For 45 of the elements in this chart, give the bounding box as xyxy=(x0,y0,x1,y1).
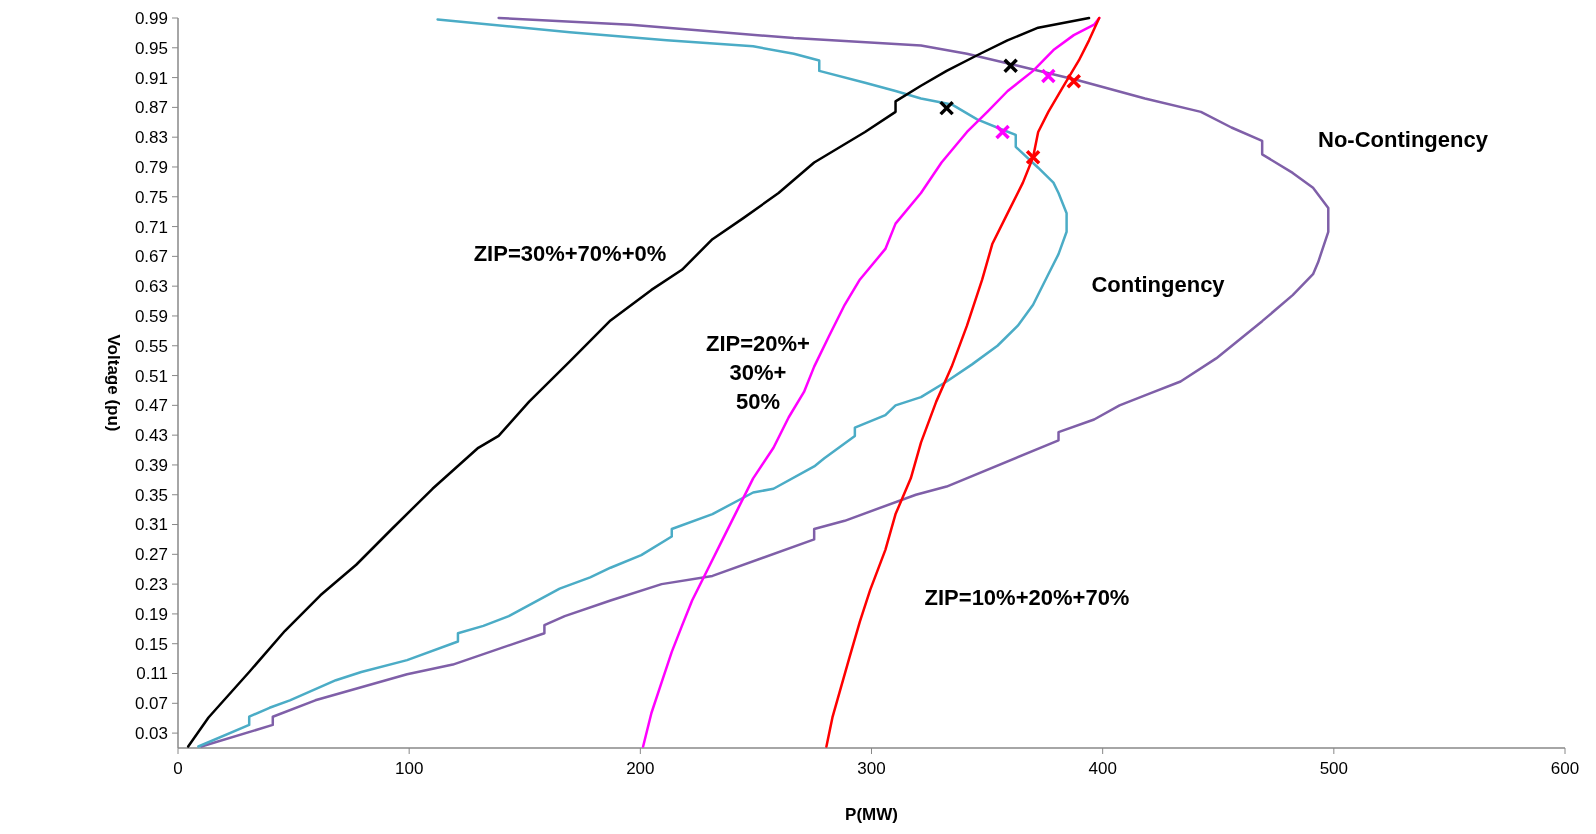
y-tick-label: 0.51 xyxy=(134,366,168,386)
series-label: No-Contingency xyxy=(1318,126,1489,152)
point xyxy=(1025,149,1041,166)
series-label: ZIP=30%+70%+0% xyxy=(473,240,667,266)
y-tick-label: 0.35 xyxy=(134,485,168,505)
x-tick-label: 300 xyxy=(857,759,886,778)
y-tick-label: 0.99 xyxy=(134,8,168,28)
y-tick-label: 0.27 xyxy=(134,545,168,565)
x-tick-label: 200 xyxy=(626,759,655,778)
point xyxy=(994,124,1011,140)
y-tick-label: 0.15 xyxy=(134,634,168,654)
series-label: ZIP=20%+ 30%+ 50% xyxy=(706,330,810,414)
y-tick-label: 0.95 xyxy=(134,38,168,58)
y-tick-label: 0.91 xyxy=(134,68,168,88)
x-tick-label: 500 xyxy=(1319,759,1349,778)
y-tick-label: 0.79 xyxy=(134,157,168,177)
y-axis-title: Voltage (pu) xyxy=(104,334,123,432)
y-tick-label: 0.55 xyxy=(134,336,168,356)
y-tick-label: 0.83 xyxy=(134,128,168,148)
y-tick-label: 0.47 xyxy=(134,396,168,416)
y-tick-label: 0.03 xyxy=(134,724,168,744)
series-label: Contingency xyxy=(1091,271,1226,297)
x-axis-title: P(MW) xyxy=(845,805,898,824)
text: ZIP=10%+20%+70% xyxy=(924,584,1130,610)
x-tick-label: 100 xyxy=(394,759,424,778)
y-tick-label: 0.31 xyxy=(134,515,168,535)
y-tick-label: 0.71 xyxy=(134,217,168,237)
x-tick-label: 0 xyxy=(173,759,183,778)
y-tick-label: 0.75 xyxy=(134,187,168,207)
x-tick-label: 400 xyxy=(1088,759,1117,778)
point xyxy=(1040,68,1057,84)
y-tick-label: 0.87 xyxy=(134,98,168,118)
y-tick-label: 0.19 xyxy=(134,604,168,624)
y-tick-label: 0.63 xyxy=(134,277,168,297)
y-tick-label: 0.43 xyxy=(134,426,168,446)
y-tick-label: 0.59 xyxy=(134,306,168,326)
point xyxy=(938,100,955,116)
point xyxy=(1002,57,1019,74)
y-tick-label: 0.11 xyxy=(136,664,168,684)
point xyxy=(1066,73,1082,90)
y-tick-label: 0.23 xyxy=(134,575,168,595)
y-tick-label: 0.39 xyxy=(134,455,168,475)
y-tick-label: 0.07 xyxy=(134,694,168,714)
x-tick-label: 600 xyxy=(1550,759,1580,778)
y-tick-label: 0.67 xyxy=(134,247,168,267)
